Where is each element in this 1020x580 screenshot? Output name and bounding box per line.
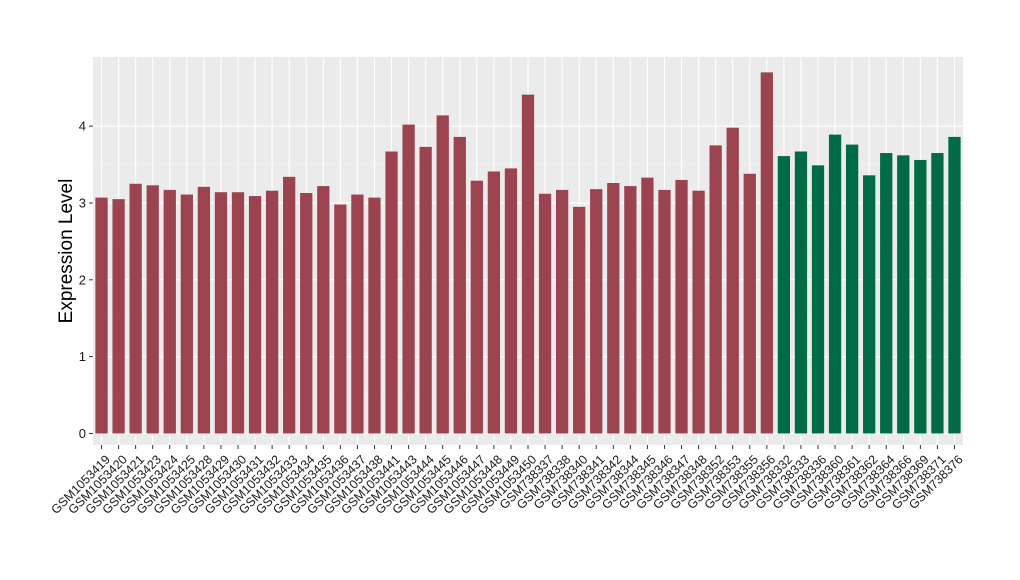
bar	[794, 151, 808, 434]
y-axis-title: Expression Level	[56, 179, 77, 324]
bar	[590, 189, 603, 434]
x-axis: GSM1053419GSM1053420GSM1053421GSM1053423…	[48, 445, 966, 517]
bar	[573, 206, 586, 434]
bar	[760, 72, 773, 434]
bar	[931, 153, 944, 434]
bar	[828, 134, 842, 434]
bar	[470, 180, 483, 434]
bar	[914, 159, 927, 434]
y-tick-label: 1	[79, 349, 86, 364]
bar	[555, 189, 569, 434]
bar	[146, 185, 159, 434]
bar	[334, 204, 347, 434]
y-axis: 0 1 2 3 4	[79, 119, 93, 441]
bar	[112, 199, 125, 434]
bar	[402, 124, 415, 434]
bar	[897, 155, 910, 434]
bar	[300, 192, 313, 434]
bar	[368, 197, 381, 434]
bar	[351, 194, 364, 434]
bar	[709, 145, 722, 434]
bar	[436, 115, 449, 434]
bar	[863, 175, 876, 434]
bar	[317, 186, 330, 434]
bar	[641, 177, 654, 434]
bar	[880, 153, 893, 434]
bar	[948, 136, 961, 434]
bar	[538, 193, 552, 434]
bar	[283, 176, 296, 434]
bar	[487, 171, 501, 434]
bar	[777, 156, 791, 434]
bar	[743, 173, 756, 434]
bar	[214, 192, 228, 434]
y-tick-label: 3	[79, 195, 86, 210]
y-tick-label: 0	[79, 426, 86, 441]
bar	[607, 183, 620, 434]
bar	[197, 186, 211, 434]
bar	[385, 151, 398, 434]
bar	[726, 127, 739, 434]
bar	[265, 190, 279, 434]
bar	[163, 189, 176, 434]
bar	[248, 196, 262, 434]
bar	[675, 179, 688, 434]
bar	[180, 194, 193, 434]
bar	[624, 186, 637, 434]
bars	[95, 72, 961, 434]
bar	[453, 136, 466, 434]
bar	[129, 183, 142, 434]
bar	[811, 165, 825, 434]
bar	[95, 197, 108, 434]
bar	[504, 168, 518, 434]
y-tick-label: 4	[79, 119, 86, 134]
y-tick-label: 2	[79, 272, 86, 287]
bar	[658, 189, 671, 434]
bar	[419, 146, 432, 434]
bar	[231, 192, 245, 434]
bar	[521, 94, 535, 434]
bar	[692, 190, 705, 434]
bar	[845, 144, 859, 434]
